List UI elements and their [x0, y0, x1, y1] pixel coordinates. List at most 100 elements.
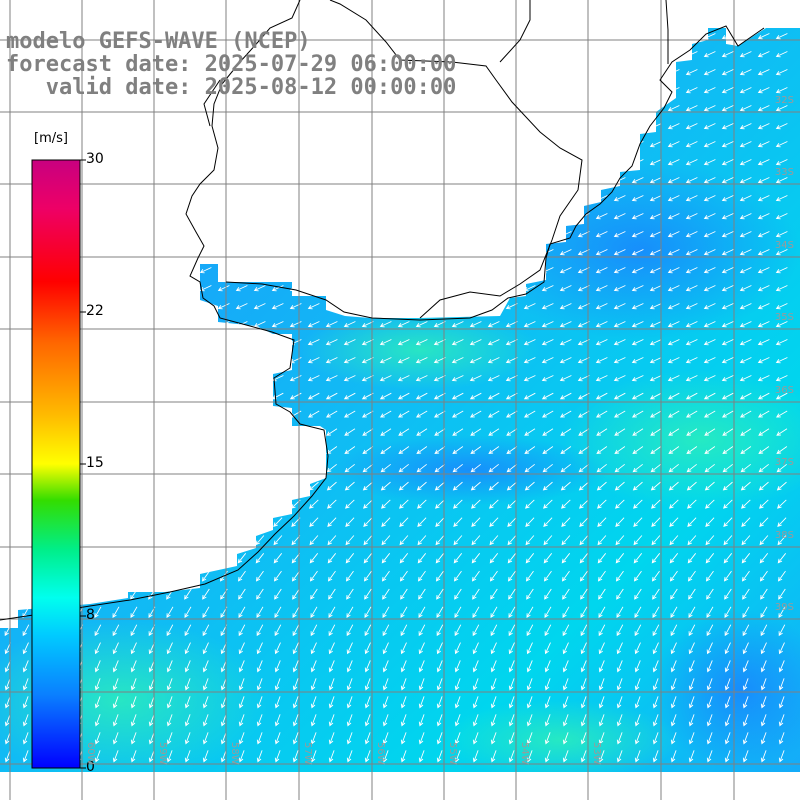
wind-arrow	[274, 678, 281, 691]
wind-arrow	[417, 535, 427, 546]
wind-arrow	[667, 249, 680, 256]
wind-arrow	[670, 696, 677, 709]
wind-arrow	[489, 535, 499, 546]
wind-arrow	[544, 606, 552, 619]
wind-arrow	[436, 750, 443, 763]
wind-arrow	[271, 303, 284, 310]
wind-arrow	[649, 339, 662, 346]
wind-arrow	[721, 51, 734, 58]
wind-arrow	[670, 750, 677, 763]
wind-arrow	[723, 517, 733, 527]
wind-arrow	[362, 446, 374, 455]
wind-arrow	[596, 481, 607, 491]
wind-arrow	[757, 123, 770, 130]
wind-arrow	[292, 660, 299, 673]
wind-arrow	[595, 339, 608, 346]
wind-arrow	[238, 642, 245, 655]
wind-arrow	[415, 410, 428, 418]
wind-arrow	[490, 750, 497, 763]
wind-arrow	[416, 428, 428, 436]
wind-arrow	[490, 606, 498, 619]
wind-arrow	[166, 678, 173, 691]
lon-label: 57W	[302, 742, 313, 765]
wind-arrow	[739, 321, 752, 328]
wind-arrow	[415, 392, 428, 400]
wind-arrow	[739, 141, 752, 148]
wind-arrow	[595, 213, 608, 220]
wind-arrow	[670, 660, 677, 673]
wind-arrow	[706, 750, 713, 763]
wind-arrow	[343, 375, 356, 382]
wind-arrow	[705, 535, 715, 546]
wind-arrow	[166, 660, 173, 673]
wind-arrow	[670, 732, 677, 745]
wind-arrow	[560, 428, 572, 436]
wind-arrow	[670, 714, 677, 727]
wind-arrow	[343, 357, 356, 364]
wind-arrow	[469, 321, 482, 328]
wind-arrow	[775, 141, 788, 148]
wind-arrow	[650, 428, 662, 436]
wind-arrow	[650, 446, 662, 455]
wind-arrow	[397, 392, 410, 400]
wind-arrow	[758, 446, 770, 455]
wind-arrow	[487, 392, 500, 400]
wind-arrow	[616, 606, 624, 619]
colorbar-tick-0: 0	[86, 759, 95, 775]
wind-arrow	[580, 678, 587, 691]
colorbar-gradient	[31, 159, 81, 769]
wind-arrow	[667, 213, 680, 220]
wind-arrow	[559, 410, 572, 418]
wind-arrow	[544, 588, 552, 600]
wind-arrow	[400, 606, 408, 619]
wind-arrow	[399, 570, 408, 582]
wind-arrow	[489, 570, 498, 582]
wind-arrow	[739, 339, 752, 346]
wind-arrow	[508, 624, 516, 637]
wind-arrow	[759, 570, 768, 582]
wind-arrow	[595, 267, 608, 274]
wind-arrow	[757, 339, 770, 346]
wind-arrow	[669, 517, 679, 527]
wind-arrow	[649, 392, 662, 400]
wind-arrow	[775, 231, 788, 238]
wind-arrow	[256, 696, 263, 709]
wind-arrow	[309, 535, 319, 546]
wind-arrow	[631, 339, 644, 346]
wind-arrow	[706, 714, 713, 727]
wind-arrow	[4, 696, 11, 709]
wind-arrow	[292, 678, 299, 691]
wind-arrow	[562, 624, 570, 637]
wind-arrow	[667, 392, 680, 400]
wind-arrow	[220, 732, 227, 745]
wind-arrow	[650, 463, 661, 473]
wind-arrow	[613, 321, 626, 328]
wind-arrow	[775, 339, 788, 346]
wind-arrow	[778, 642, 785, 655]
wind-arrow	[454, 588, 462, 600]
wind-arrow	[328, 678, 335, 691]
wind-arrow	[418, 660, 425, 673]
wind-arrow	[400, 750, 407, 763]
wind-arrow	[346, 714, 353, 727]
wind-arrow	[615, 499, 625, 509]
wind-arrow	[578, 428, 590, 436]
wind-arrow	[220, 714, 227, 727]
wind-arrow	[417, 553, 427, 564]
wind-arrow	[184, 660, 191, 673]
wind-arrow	[669, 570, 678, 582]
wind-arrow	[739, 195, 752, 202]
wind-arrow	[670, 588, 678, 600]
wind-arrow	[703, 410, 716, 418]
wind-arrow	[758, 481, 769, 491]
wind-arrow	[649, 321, 662, 328]
wind-arrow	[739, 410, 752, 418]
wind-arrow	[255, 553, 265, 564]
wind-arrow	[382, 624, 390, 637]
wind-arrow	[649, 375, 662, 382]
wind-arrow	[598, 714, 605, 727]
wind-arrow	[310, 624, 318, 637]
wind-arrow	[757, 357, 770, 364]
wind-arrow	[166, 732, 173, 745]
wind-arrow	[544, 696, 551, 709]
